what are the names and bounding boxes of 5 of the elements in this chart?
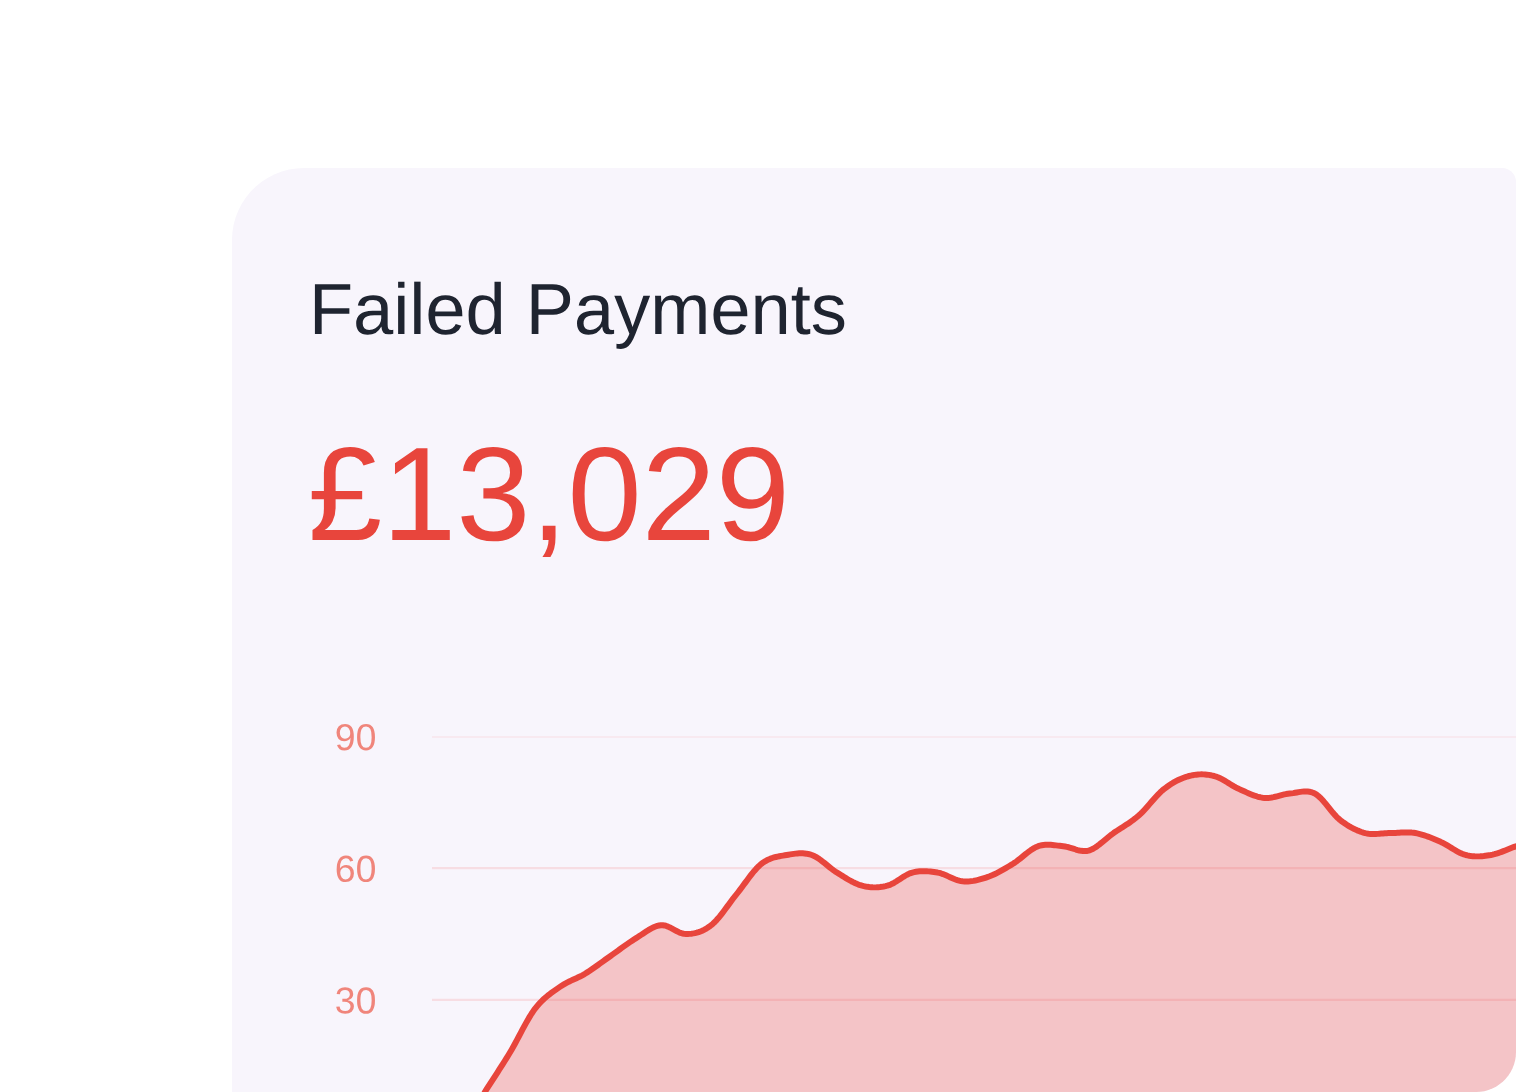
y-tick-label: 30 (336, 987, 375, 1014)
y-tick-label: 90 (336, 723, 375, 751)
chart-title: Failed Payments (314, 281, 845, 349)
y-tick-label: 60 (336, 855, 375, 883)
chart-subtitle: £13,029 (311, 446, 784, 558)
